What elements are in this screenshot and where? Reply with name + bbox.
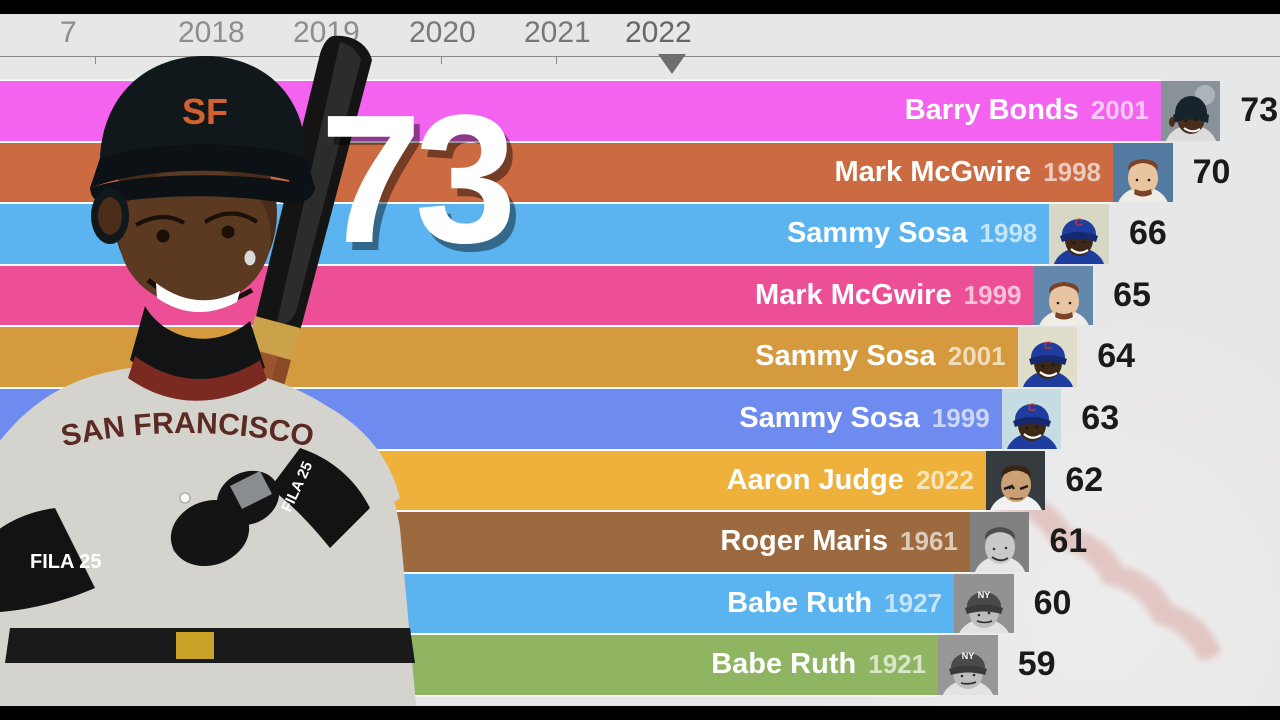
svg-text:NY: NY bbox=[962, 651, 975, 661]
svg-text:FILA 25: FILA 25 bbox=[30, 551, 102, 573]
svg-text:SF: SF bbox=[182, 91, 228, 132]
svg-text:C: C bbox=[1044, 340, 1052, 352]
svg-text:NY: NY bbox=[978, 590, 991, 600]
svg-text:C: C bbox=[1028, 402, 1036, 414]
svg-text:C: C bbox=[1075, 217, 1083, 229]
